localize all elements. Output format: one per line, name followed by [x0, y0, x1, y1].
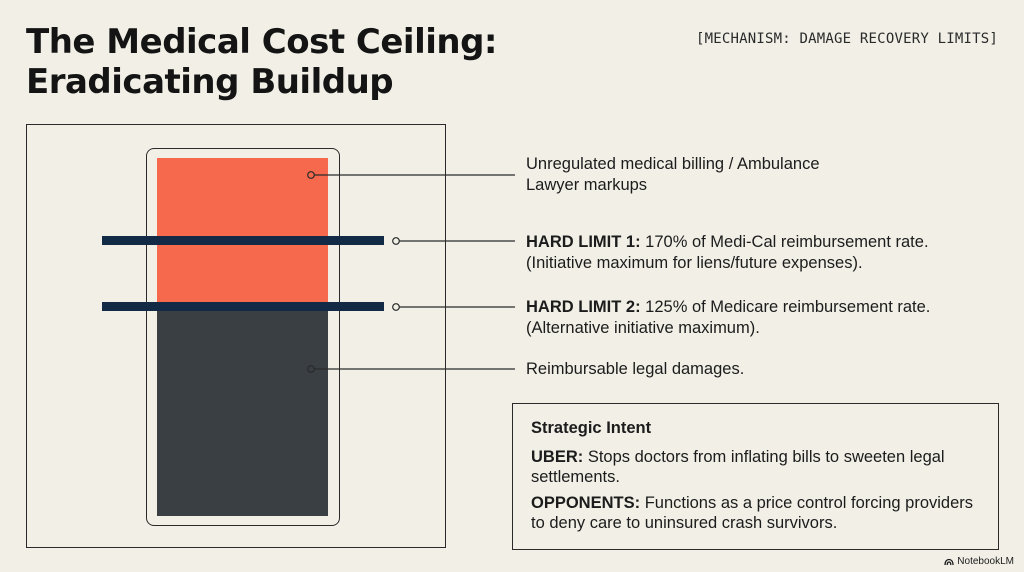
leader-dot-bottom	[307, 365, 315, 373]
opponents-statement: OPPONENTS: Functions as a price control …	[531, 493, 980, 533]
unregulated-billing-fill	[157, 158, 328, 308]
opponents-label: OPPONENTS:	[531, 494, 641, 512]
label-unregulated-line2: Lawyer markups	[526, 176, 648, 194]
label-hard-limit-1: HARD LIMIT 1: 170% of Medi-Cal reimburse…	[526, 232, 929, 274]
label-unregulated-line1: Unregulated medical billing / Ambulance	[526, 155, 820, 173]
uber-text: Stops doctors from inflating bills to sw…	[531, 448, 945, 486]
notebooklm-logo-icon	[944, 558, 954, 565]
label-unregulated-billing: Unregulated medical billing / Ambulance …	[526, 154, 820, 196]
opponents-text: Functions as a price control forcing pro…	[531, 494, 974, 532]
leader-dot-limit2	[392, 303, 400, 311]
brand-name: NotebookLM	[957, 556, 1014, 567]
reimbursable-damages-fill	[157, 308, 328, 516]
hard-limit-1-text: 170% of Medi-Cal reimbursement rate.	[640, 233, 929, 251]
hard-limit-2-text: 125% of Medicare reimbursement rate.	[640, 298, 931, 316]
page-title: The Medical Cost Ceiling: Eradicating Bu…	[26, 22, 498, 102]
strategic-intent-title: Strategic Intent	[531, 419, 652, 437]
strategic-intent-box: Strategic Intent UBER: Stops doctors fro…	[512, 403, 999, 550]
label-hard-limit-2: HARD LIMIT 2: 125% of Medicare reimburse…	[526, 297, 930, 339]
uber-statement: UBER: Stops doctors from inflating bills…	[531, 447, 980, 487]
diagram-frame	[26, 124, 446, 548]
hard-limit-2-note: (Alternative initiative maximum).	[526, 319, 760, 337]
hard-limit-1-bar	[102, 236, 384, 245]
leader-dot-limit1	[392, 237, 400, 245]
uber-label: UBER:	[531, 448, 584, 466]
title-line-2: Eradicating Buildup	[26, 62, 394, 102]
label-reimbursable-damages: Reimbursable legal damages.	[526, 360, 745, 378]
title-line-1: The Medical Cost Ceiling:	[26, 22, 498, 62]
leader-dot-top	[307, 171, 315, 179]
hard-limit-2-bar	[102, 302, 384, 311]
hard-limit-1-note: (Initiative maximum for liens/future exp…	[526, 254, 863, 272]
brand-watermark: NotebookLM	[944, 556, 1014, 567]
hard-limit-1-heading: HARD LIMIT 1:	[526, 233, 641, 251]
hard-limit-2-heading: HARD LIMIT 2:	[526, 298, 641, 316]
cost-container-outline	[146, 148, 340, 526]
mechanism-tag: [MECHANISM: DAMAGE RECOVERY LIMITS]	[695, 31, 998, 47]
